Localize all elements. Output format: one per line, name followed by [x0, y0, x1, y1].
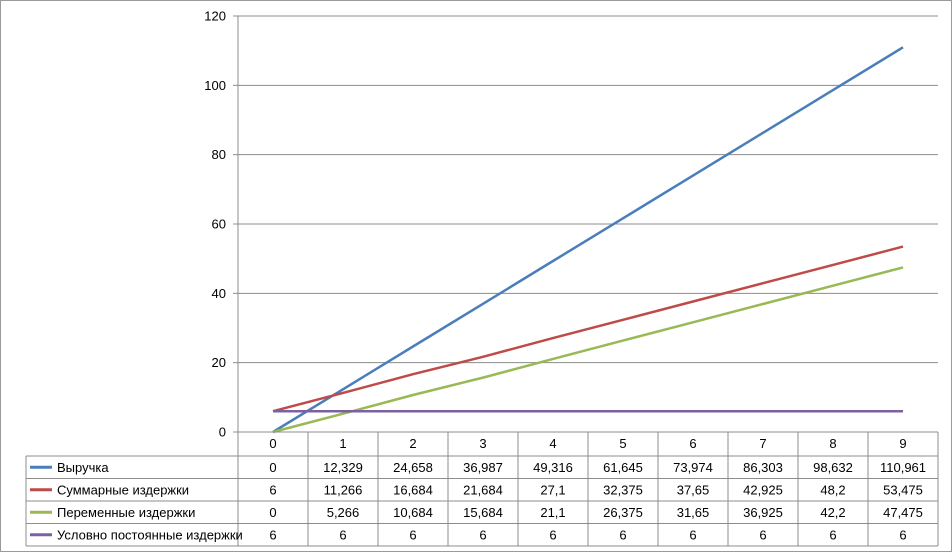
table-cell-value: 6 — [479, 527, 486, 542]
series-line — [272, 266, 904, 434]
table-cell-value: 48,2 — [820, 482, 845, 497]
table-cell-value: 6 — [899, 527, 906, 542]
table-cell-value: 86,303 — [743, 460, 783, 475]
x-category-label: 4 — [549, 436, 556, 451]
table-cell-value: 6 — [549, 527, 556, 542]
table-cell-value: 6 — [619, 527, 626, 542]
table-cell-value: 21,684 — [463, 482, 503, 497]
table-cell-value: 6 — [269, 527, 276, 542]
legend-label: Условно постоянные издержки — [57, 527, 243, 542]
table-cell-value: 21,1 — [540, 505, 565, 520]
table-cell-value: 0 — [269, 460, 276, 475]
y-tick-label: 0 — [219, 425, 226, 440]
table-cell-value: 98,632 — [813, 460, 853, 475]
x-category-label: 2 — [409, 436, 416, 451]
table-cell-value: 37,65 — [677, 482, 710, 497]
table-cell-value: 0 — [269, 505, 276, 520]
x-category-label: 9 — [899, 436, 906, 451]
table-cell-value: 49,316 — [533, 460, 573, 475]
x-category-label: 0 — [269, 436, 276, 451]
x-category-label: 5 — [619, 436, 626, 451]
table-cell-value: 47,475 — [883, 505, 923, 520]
y-tick-label: 80 — [212, 147, 226, 162]
y-tick-label: 40 — [212, 286, 226, 301]
series-line — [272, 245, 904, 413]
table-cell-value: 24,658 — [393, 460, 433, 475]
table-cell-value: 32,375 — [603, 482, 643, 497]
table-cell-value: 16,684 — [393, 482, 433, 497]
table-cell-value: 27,1 — [540, 482, 565, 497]
table-cell-value: 15,684 — [463, 505, 503, 520]
table-cell-value: 6 — [269, 482, 276, 497]
table-cell-value: 5,266 — [327, 505, 360, 520]
table-cell-value: 42,925 — [743, 482, 783, 497]
x-category-label: 1 — [339, 436, 346, 451]
table-cell-value: 42,2 — [820, 505, 845, 520]
series-lines — [272, 46, 904, 434]
table-cell-value: 110,961 — [880, 460, 926, 475]
legend-label: Выручка — [57, 460, 109, 475]
y-tick-label: 120 — [204, 9, 226, 24]
table-cell-value: 53,475 — [883, 482, 923, 497]
table-cell-value: 36,987 — [463, 460, 503, 475]
table-cell-value: 11,266 — [324, 482, 363, 497]
y-tick-label: 60 — [212, 217, 226, 232]
y-tick-label: 100 — [204, 78, 226, 93]
gridlines — [233, 15, 938, 433]
table-cell-value: 36,925 — [743, 505, 783, 520]
table-cell-value: 6 — [689, 527, 696, 542]
y-tick-label: 20 — [212, 355, 226, 370]
table-cell-value: 12,329 — [323, 460, 363, 475]
table-cell-value: 61,645 — [603, 460, 643, 475]
x-category-label: 8 — [829, 436, 836, 451]
table-cell-value: 10,684 — [393, 505, 433, 520]
x-category-label: 6 — [689, 436, 696, 451]
legend-label: Переменные издержки — [57, 505, 195, 520]
series-line — [272, 46, 904, 434]
x-category-label: 3 — [479, 436, 486, 451]
table-cell-value: 26,375 — [603, 505, 643, 520]
table-cell-value: 6 — [829, 527, 836, 542]
table-cell-value: 6 — [759, 527, 766, 542]
table-cell-value: 73,974 — [673, 460, 713, 475]
y-axis-ticks: 0 20 40 60 80 100 120 — [204, 9, 226, 440]
legend-label: Суммарные издержки — [57, 482, 189, 497]
table-cell-value: 31,65 — [677, 505, 710, 520]
table-cell-value: 6 — [409, 527, 416, 542]
x-category-label: 7 — [759, 436, 766, 451]
table-cell-value: 6 — [339, 527, 346, 542]
data-table: 0 1 2 3 4 5 6 7 8 9 Выручка 0 12,329 24,658 36,987 49,3… — [25, 431, 939, 547]
